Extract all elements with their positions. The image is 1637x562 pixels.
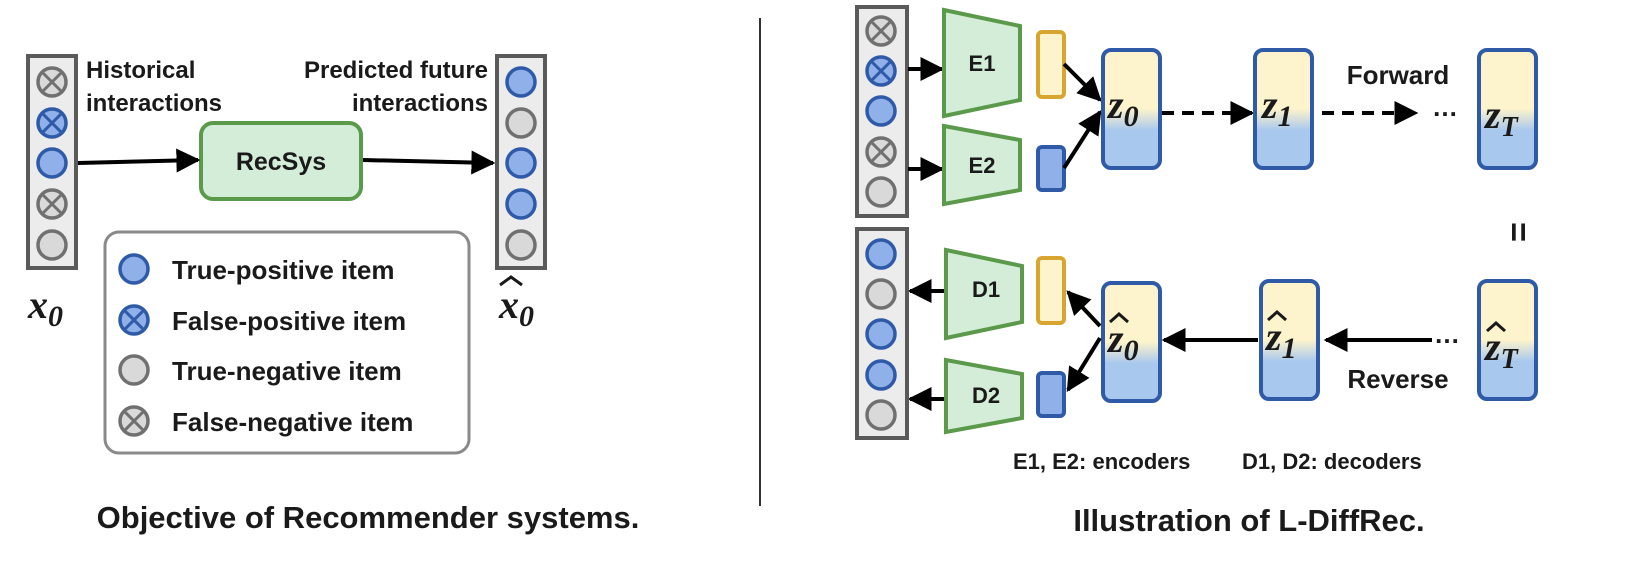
reverse-label: Reverse: [1347, 364, 1448, 394]
item-false-negative: [865, 15, 897, 47]
right-caption: Illustration of L-DiffRec.: [1073, 503, 1424, 538]
svg-text:x0: x0: [498, 282, 534, 333]
legend-true-negative-icon: [118, 354, 150, 386]
arrow-input-recsys: [77, 148, 201, 173]
item-false-negative: [36, 188, 68, 220]
item-true-positive: [865, 95, 897, 127]
decoder-output-vector: [855, 227, 909, 440]
item-true-positive: [505, 66, 537, 98]
encoder-e1-label: E1: [969, 51, 996, 76]
interactions-label: interactions: [86, 90, 222, 117]
latent-zT-hat: zT: [1477, 279, 1538, 401]
arrow-z0hat-d1: [1066, 290, 1102, 328]
encoders-note: E1, E2: encoders: [1013, 449, 1190, 474]
item-false-positive: [36, 107, 68, 139]
item-true-negative: [505, 229, 537, 261]
output-interactions-label: interactions: [352, 90, 488, 117]
latent-z1-hat: z1: [1259, 279, 1320, 401]
item-true-negative: [36, 229, 68, 261]
arrow-z0hat-d2: [1066, 336, 1102, 393]
forward-label: Forward: [1347, 60, 1450, 90]
encoder-e1: E1: [942, 7, 1022, 119]
recsys-box: RecSys: [199, 121, 363, 201]
item-false-positive: [865, 55, 897, 87]
item-true-negative: [505, 107, 537, 139]
decoder-d2: D2: [944, 357, 1024, 435]
item-true-negative: [865, 399, 897, 431]
latent-z0-hat: z0: [1101, 281, 1162, 403]
arrow-e1-z0: [1062, 62, 1102, 102]
item-true-positive: [865, 238, 897, 270]
e1-latent-bar: [1036, 30, 1066, 99]
input-vector-x0: [26, 54, 78, 270]
legend: True-positive item False-positive item T…: [103, 230, 471, 455]
historical-label: Historical: [86, 57, 195, 84]
legend-false-negative-icon: [118, 405, 150, 437]
x0-label: x0: [27, 282, 63, 333]
latent-zT: zT: [1477, 48, 1538, 170]
item-true-positive: [865, 318, 897, 350]
decoders-note: D1, D2: decoders: [1242, 449, 1422, 474]
decoder-d1-label: D1: [972, 277, 1000, 302]
reverse-ellipsis: …: [1434, 319, 1460, 349]
item-true-positive: [505, 188, 537, 220]
encoder-e2-label: E2: [969, 153, 996, 178]
decoder-d1: D1: [944, 247, 1024, 341]
d1-latent-bar: [1036, 256, 1066, 325]
output-vector-x0-hat: [495, 54, 547, 270]
legend-false-negative-label: False-negative item: [172, 407, 413, 437]
d2-latent-bar: [1036, 371, 1066, 418]
forward-ellipsis: …: [1432, 92, 1458, 122]
item-false-negative: [36, 66, 68, 98]
equality-sign: =: [1499, 222, 1537, 242]
legend-false-positive-icon: [118, 304, 150, 336]
arrow-recsys-output: [362, 150, 496, 175]
legend-true-positive-icon: [118, 253, 150, 285]
item-true-positive: [865, 359, 897, 391]
item-true-positive: [505, 147, 537, 179]
item-true-negative: [865, 176, 897, 208]
decoder-d2-label: D2: [972, 383, 1000, 408]
item-true-negative: [865, 278, 897, 310]
item-false-negative: [865, 136, 897, 168]
encoder-e2: E2: [942, 123, 1022, 207]
predicted-future-label: Predicted future: [304, 57, 488, 84]
recsys-label: RecSys: [236, 148, 326, 176]
legend-true-positive-label: True-positive item: [172, 255, 395, 285]
encoder-input-vector: [855, 5, 909, 218]
legend-false-positive-label: False-positive item: [172, 306, 406, 336]
latent-z0: z0: [1101, 48, 1162, 170]
legend-true-negative-label: True-negative item: [172, 356, 402, 386]
arrow-e2-z0: [1062, 109, 1102, 170]
item-true-positive: [36, 147, 68, 179]
latent-z1: z1: [1253, 48, 1314, 170]
left-caption: Objective of Recommender systems.: [97, 500, 640, 535]
x0-hat-label: x0: [498, 275, 534, 333]
e2-latent-bar: [1036, 145, 1066, 192]
